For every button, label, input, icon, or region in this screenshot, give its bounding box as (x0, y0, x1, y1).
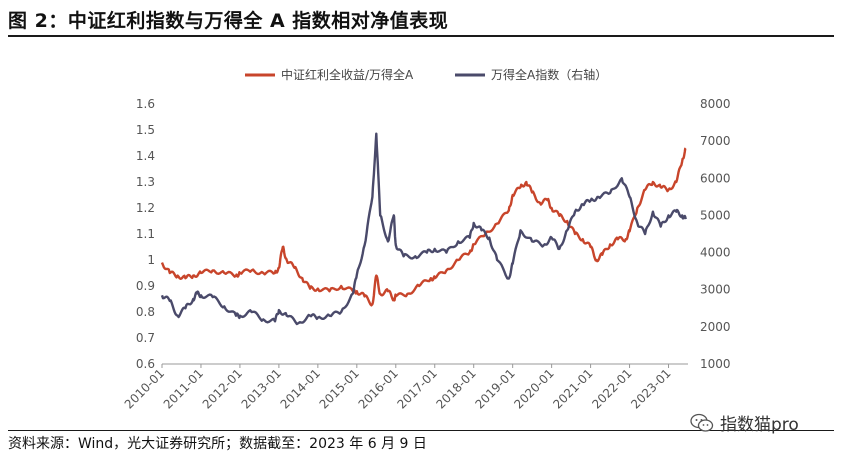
y-left-tick-label: 1.5 (136, 123, 155, 137)
y-left-tick-label: 1.2 (136, 201, 155, 215)
y-left-tick-label: 0.6 (136, 357, 155, 371)
x-tick-label: 2016-01 (356, 366, 401, 411)
legend-label-1: 万得全A指数（右轴） (491, 67, 607, 82)
x-tick-label: 2014-01 (278, 366, 323, 411)
series-line-1 (160, 132, 687, 326)
y-right-tick-label: 8000 (700, 97, 731, 111)
y-left-tick-label: 0.7 (136, 331, 155, 345)
x-tick-label: 2020-01 (511, 366, 556, 411)
y-left-tick-label: 1 (147, 253, 155, 267)
y-left-tick-label: 1.3 (136, 175, 155, 189)
y-right-tick-label: 2000 (700, 320, 731, 334)
wechat-icon (690, 413, 714, 432)
x-tick-label: 2012-01 (200, 366, 245, 411)
y-right-tick-label: 4000 (700, 246, 731, 260)
legend-label-0: 中证红利全收益/万得全A (281, 67, 414, 82)
y-right-tick-label: 7000 (700, 134, 731, 148)
x-tick-label: 2017-01 (395, 366, 440, 411)
series-layer (160, 132, 687, 326)
source-note: 资料来源：Wind，光大证券研究所；数据截至：2023 年 6 月 9 日 (8, 436, 427, 452)
source-rule (8, 430, 834, 431)
chart-axes: 0.6 0.7 0.8 0.9 1 1.1 1.2 1.3 1.4 1.5 1.6 1000 2000 3… (122, 97, 731, 412)
y-right-tick-label: 5000 (700, 208, 731, 222)
x-tick-label: 2021-01 (550, 366, 595, 411)
y-right-tick-label: 6000 (700, 171, 731, 185)
y-left-tick-label: 0.9 (136, 279, 155, 293)
x-tick-label: 2019-01 (472, 366, 517, 411)
watermark-text: 指数猫pro (720, 415, 799, 435)
y-left-tick-label: 1.1 (136, 227, 155, 241)
x-tick-label: 2015-01 (317, 366, 362, 411)
title-rule (8, 35, 834, 37)
x-tick-label: 2013-01 (239, 366, 284, 411)
x-tick-label: 2018-01 (433, 366, 478, 411)
y-left-tick-label: 0.8 (136, 305, 155, 319)
y-right-tick-label: 3000 (700, 283, 731, 297)
y-left-tick-label: 1.4 (136, 149, 155, 163)
figure-title: 图 2：中证红利指数与万得全 A 指数相对净值表现 (8, 10, 449, 32)
x-tick-label: 2023-01 (628, 366, 673, 411)
x-tick-label: 2022-01 (589, 366, 634, 411)
y-left-tick-label: 1.6 (136, 97, 155, 111)
x-tick-label: 2011-01 (161, 366, 206, 411)
chart-legend: 中证红利全收益/万得全A 万得全A指数（右轴） (245, 67, 607, 82)
y-right-tick-label: 1000 (700, 357, 731, 371)
series-line-0 (160, 147, 687, 307)
x-tick-label: 2010-01 (122, 366, 167, 411)
watermark: 指数猫pro (690, 410, 799, 435)
